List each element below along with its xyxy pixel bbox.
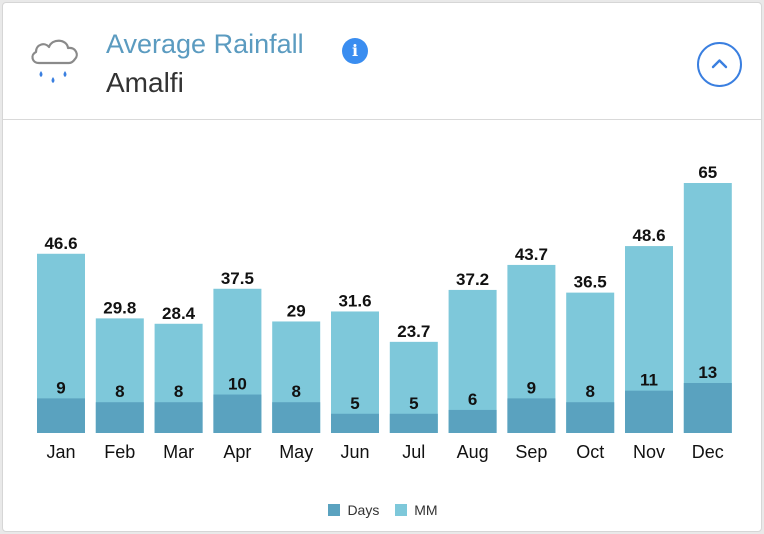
data-label-mm-jan: 46.6 [44,234,77,253]
bar-days-feb[interactable] [95,402,144,433]
bar-days-mar[interactable] [154,402,203,433]
data-label-days-jul: 5 [409,394,418,413]
x-tick-label-aug: Aug [457,442,489,462]
x-tick-label-oct: Oct [576,442,604,462]
bar-days-oct[interactable] [566,402,615,433]
bar-days-jan[interactable] [37,398,85,433]
bar-days-nov[interactable] [625,390,673,433]
data-label-days-apr: 10 [228,375,247,394]
data-label-days-oct: 8 [585,382,594,401]
rainfall-bar-chart: 46.6 9 Jan 29.8 8 Feb 28.4 8 Mar 37.5 10 Apr 29 8 May 3… [37,163,732,462]
data-label-days-jan: 9 [56,378,65,397]
chart-title: Average Rainfall [106,29,304,59]
data-label-mm-nov: 48.6 [632,226,665,245]
data-label-mm-may: 29 [287,301,306,320]
data-label-mm-feb: 29.8 [103,298,136,317]
bar-days-aug[interactable] [448,409,497,433]
data-label-mm-oct: 36.5 [574,273,607,292]
data-label-mm-apr: 37.5 [221,269,254,288]
data-label-days-feb: 8 [115,382,124,401]
x-tick-label-jul: Jul [402,442,425,462]
data-label-days-dec: 13 [698,363,717,382]
chevron-up-icon [711,59,728,69]
bar-mm-aug[interactable] [448,289,497,433]
data-label-mm-jun: 31.6 [338,291,371,310]
bar-days-jun[interactable] [331,413,379,433]
data-label-mm-aug: 37.2 [456,270,489,289]
data-label-days-may: 8 [291,382,300,401]
legend-swatch-mm [395,504,408,516]
legend-label-days: Days [347,502,380,518]
bar-days-dec[interactable] [683,383,732,433]
data-label-mm-mar: 28.4 [162,304,196,323]
x-tick-label-jan: Jan [46,442,75,462]
info-icon[interactable]: i [342,38,368,64]
x-tick-label-sep: Sep [515,442,547,462]
legend-label-mm: MM [414,502,438,518]
card-header: Average Rainfall i Amalfi [3,3,761,120]
data-label-days-aug: 6 [468,390,477,409]
data-label-days-mar: 8 [174,382,183,401]
data-label-days-nov: 11 [640,371,658,390]
x-tick-label-feb: Feb [104,442,135,462]
data-label-days-jun: 5 [350,394,359,413]
bar-mm-jun[interactable] [331,311,379,433]
bar-days-apr[interactable] [213,394,262,433]
data-label-mm-jul: 23.7 [397,322,430,341]
rain-cloud-icon [31,39,78,83]
location-subtitle: Amalfi [106,67,184,98]
bar-days-jul[interactable] [389,413,438,433]
legend-item-mm[interactable]: MM [395,502,438,518]
legend-item-days[interactable]: Days [328,502,379,518]
x-tick-label-dec: Dec [692,442,724,462]
x-tick-label-mar: Mar [163,442,194,462]
legend-swatch-days [328,504,341,516]
bar-days-sep[interactable] [507,398,556,433]
x-tick-label-nov: Nov [633,442,665,462]
collapse-button[interactable] [697,42,742,87]
chart-legend: Days MM [3,502,761,519]
x-tick-label-jun: Jun [340,442,369,462]
x-tick-label-apr: Apr [223,442,251,462]
x-tick-label-may: May [279,442,313,462]
data-label-mm-sep: 43.7 [515,245,548,264]
data-label-mm-dec: 65 [698,163,717,182]
chart-area: 46.6 9 Jan 29.8 8 Feb 28.4 8 Mar 37.5 10 Apr 29 8 May 3… [3,121,761,531]
bar-days-may[interactable] [272,402,321,433]
data-label-days-sep: 9 [527,378,536,397]
